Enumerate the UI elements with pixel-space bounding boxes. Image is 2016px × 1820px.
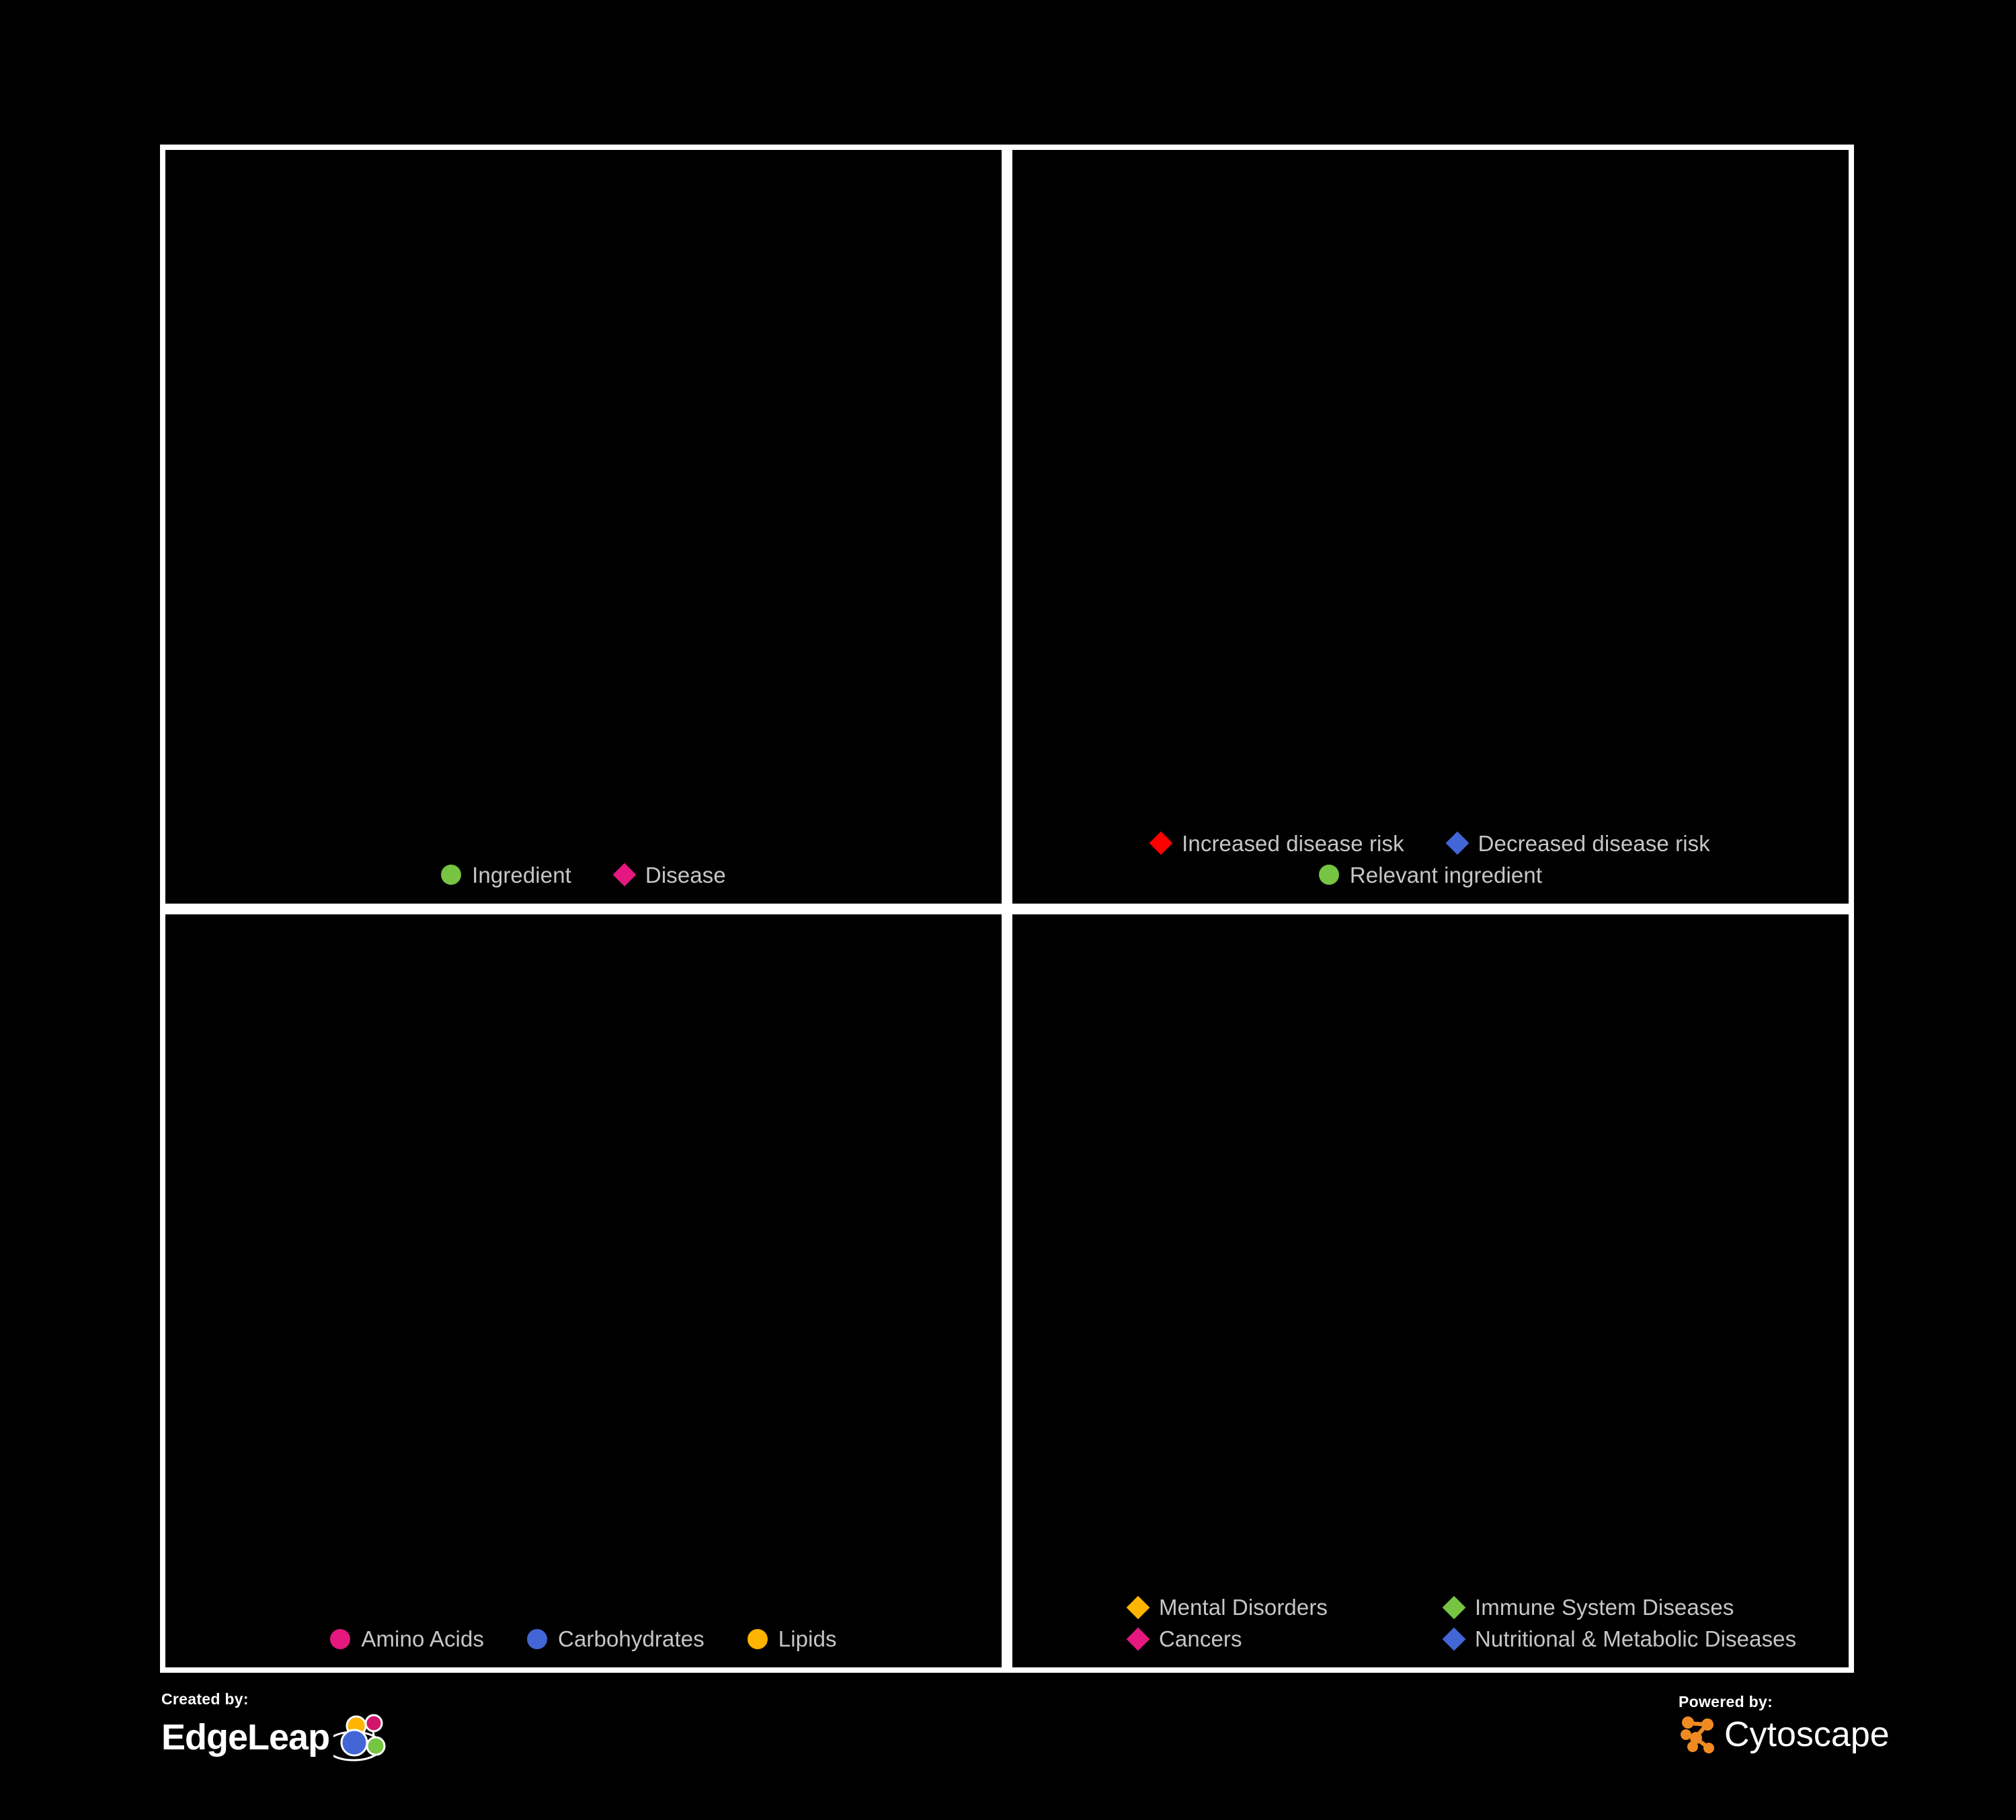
legend-item: Disease — [612, 862, 726, 887]
legend-label: Mental Disorders — [1159, 1595, 1328, 1620]
legend-item: Increased disease risk — [1149, 830, 1404, 856]
panel-ingredient-disease-network[interactable]: Ingredient Disease — [165, 150, 1002, 904]
legend-item: Immune System Diseases — [1442, 1595, 1734, 1620]
powered-by-branding: Powered by: Cytoscape — [1679, 1694, 1890, 1755]
panel-disease-risk-network[interactable]: Increased disease risk Decreased disease … — [1012, 150, 1849, 904]
legend-label: Amino Acids — [361, 1626, 485, 1651]
legend-item: Cancers — [1126, 1626, 1417, 1651]
legend-item: Relevant ingredient — [1318, 862, 1543, 887]
diamond-marker-icon — [1442, 1627, 1466, 1651]
network-canvas-disease-class[interactable] — [1012, 914, 1849, 1667]
legend-disease-class: Mental Disorders Immune System Diseases Ca… — [1101, 1595, 1796, 1651]
legend-label: Carbohydrates — [558, 1626, 704, 1651]
legend-item: Ingredient — [441, 864, 571, 886]
cytoscape-wordmark: Cytoscape — [1724, 1715, 1890, 1754]
legend-label: Immune System Diseases — [1475, 1595, 1734, 1620]
diamond-marker-icon — [1149, 831, 1173, 855]
cytoscape-icon — [1681, 1716, 1714, 1753]
legend-label: Cancers — [1159, 1626, 1242, 1651]
circle-marker-icon — [747, 1628, 768, 1649]
powered-by-caption: Powered by: — [1679, 1693, 1773, 1710]
legend-item: Carbohydrates — [527, 1628, 704, 1650]
edgeleap-logo: EdgeLeap — [161, 1711, 395, 1764]
legend-ingredient-class: Amino Acids Carbohydrates Lipids — [165, 1628, 1002, 1650]
panel-ingredient-class-network[interactable]: Amino Acids Carbohydrates Lipids — [165, 914, 1002, 1667]
circle-marker-icon — [441, 865, 462, 885]
cytoscape-logo: Cytoscape — [1679, 1714, 1890, 1755]
legend-label: Ingredient — [472, 862, 571, 887]
legend-item: Nutritional & Metabolic Diseases — [1442, 1627, 1796, 1651]
diamond-marker-icon — [1126, 1627, 1150, 1651]
edgeleap-wordmark: EdgeLeap — [161, 1717, 330, 1757]
legend-item: Lipids — [747, 1626, 837, 1651]
legend-label: Disease — [645, 862, 726, 887]
legend-label: Lipids — [778, 1626, 837, 1651]
legend-label: Relevant ingredient — [1349, 862, 1543, 887]
diamond-marker-icon — [1445, 831, 1469, 855]
legend-item: Mental Disorders — [1126, 1595, 1417, 1620]
diamond-marker-icon — [612, 863, 637, 887]
circle-marker-icon — [527, 1628, 548, 1649]
circle-marker-icon — [330, 1628, 351, 1649]
diamond-marker-icon — [1442, 1595, 1466, 1619]
panel-disease-class-network[interactable]: Mental Disorders Immune System Diseases Ca… — [1012, 914, 1849, 1667]
legend-label: Nutritional & Metabolic Diseases — [1475, 1626, 1797, 1651]
legend-label: Decreased disease risk — [1478, 830, 1710, 856]
network-canvas-ingredient-disease[interactable] — [165, 150, 1002, 904]
diamond-marker-icon — [1126, 1595, 1150, 1619]
circle-marker-icon — [1318, 865, 1339, 885]
edgeleap-network-icon — [333, 1714, 386, 1762]
legend-item: Decreased disease risk — [1445, 830, 1710, 856]
legend-label: Increased disease risk — [1182, 830, 1404, 856]
legend-ingredient-disease: Ingredient Disease — [165, 862, 1002, 887]
legend-item: Amino Acids — [330, 1628, 484, 1650]
figure-frame: Ingredient Disease Increased disease risk… — [160, 145, 1854, 1673]
created-by-caption: Created by: — [161, 1690, 249, 1708]
network-canvas-disease-risk[interactable] — [1012, 150, 1849, 904]
legend-disease-risk: Increased disease risk Decreased disease … — [1012, 830, 1849, 887]
created-by-branding: Created by: EdgeLeap — [161, 1692, 395, 1764]
network-canvas-ingredient-class[interactable] — [165, 914, 1002, 1667]
